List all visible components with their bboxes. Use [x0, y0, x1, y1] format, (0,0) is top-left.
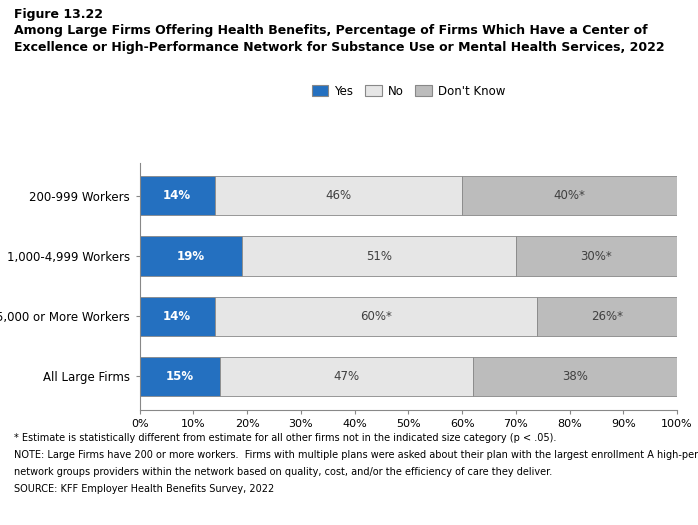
Legend: Yes, No, Don't Know: Yes, No, Don't Know: [307, 80, 510, 102]
Text: network groups providers within the network based on quality, cost, and/or the e: network groups providers within the netw…: [14, 467, 552, 477]
Text: 14%: 14%: [163, 190, 191, 202]
Text: 19%: 19%: [177, 249, 205, 262]
Bar: [516, 236, 677, 276]
Bar: [140, 236, 242, 276]
Text: Excellence or High-Performance Network for Substance Use or Mental Health Servic: Excellence or High-Performance Network f…: [14, 41, 664, 54]
Text: Figure 13.22: Figure 13.22: [14, 8, 103, 21]
Text: * Estimate is statistically different from estimate for all other firms not in t: * Estimate is statistically different fr…: [14, 433, 556, 443]
Bar: [140, 176, 215, 215]
Text: 15%: 15%: [166, 370, 194, 383]
Bar: [537, 297, 677, 336]
Bar: [462, 176, 677, 215]
Text: SOURCE: KFF Employer Health Benefits Survey, 2022: SOURCE: KFF Employer Health Benefits Sur…: [14, 484, 274, 494]
Bar: [242, 236, 516, 276]
Text: Among Large Firms Offering Health Benefits, Percentage of Firms Which Have a Cen: Among Large Firms Offering Health Benefi…: [14, 24, 648, 37]
Text: 60%*: 60%*: [360, 310, 392, 323]
Bar: [140, 357, 221, 396]
Bar: [215, 297, 537, 336]
Text: 47%: 47%: [334, 370, 359, 383]
Text: 46%: 46%: [325, 190, 352, 202]
Text: 14%: 14%: [163, 310, 191, 323]
Text: 26%*: 26%*: [591, 310, 623, 323]
Bar: [221, 357, 473, 396]
Text: 30%*: 30%*: [581, 249, 612, 262]
Text: 40%*: 40%*: [554, 190, 586, 202]
Text: NOTE: Large Firms have 200 or more workers.  Firms with multiple plans were aske: NOTE: Large Firms have 200 or more worke…: [14, 450, 698, 460]
Bar: [473, 357, 677, 396]
Text: 38%: 38%: [562, 370, 588, 383]
Text: 51%: 51%: [366, 249, 392, 262]
Bar: [140, 297, 215, 336]
Bar: [215, 176, 462, 215]
